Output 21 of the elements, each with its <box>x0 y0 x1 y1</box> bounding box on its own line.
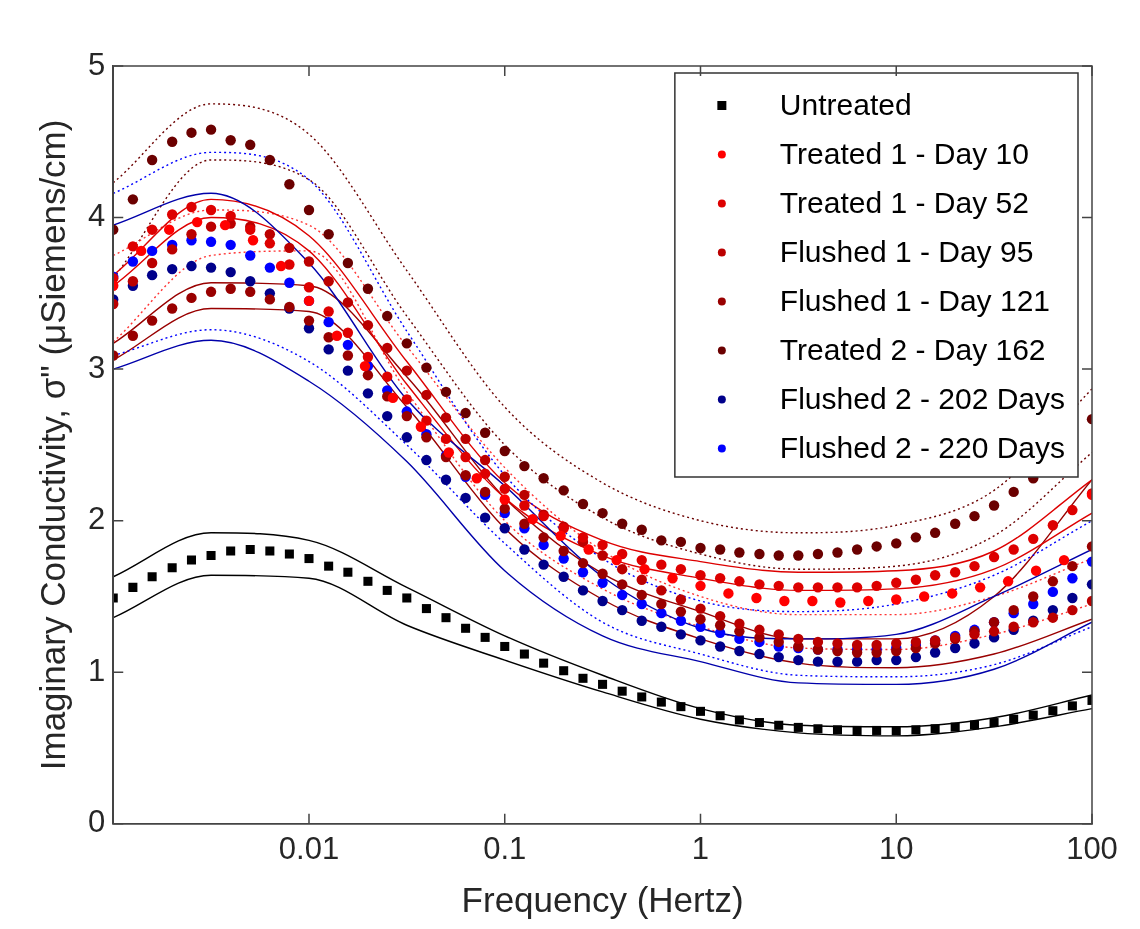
y-tick-label: 3 <box>87 349 106 385</box>
y-tick-label: 5 <box>87 46 106 82</box>
legend-label: Flushed 2 - 220 Days <box>779 430 1066 464</box>
x-tick-label: 100 <box>1066 830 1118 866</box>
legend-label: Treated 2 - Day 162 <box>779 332 1046 366</box>
legend-label: Treated 1 - Day 52 <box>779 185 1029 219</box>
legend-label: Flushed 1 - Day 121 <box>779 283 1051 317</box>
legend-label: Flushed 2 - 202 Days <box>779 381 1066 415</box>
y-tick-label: 1 <box>87 652 106 688</box>
x-tick-label: 0.1 <box>483 830 527 866</box>
x-tick-label: 1 <box>691 830 710 866</box>
legend-label: Untreated <box>779 87 912 121</box>
y-tick-label: 2 <box>87 501 106 537</box>
legend-label: Treated 1 - Day 10 <box>779 136 1029 170</box>
x-axis-title: Frequency (Hertz) <box>461 879 744 919</box>
x-tick-label: 10 <box>879 830 914 866</box>
x-tick-label: 0.01 <box>278 830 340 866</box>
y-axis-title: Imaginary Conductivity, σ" (μSiemens/cm) <box>32 119 72 771</box>
legend-label: Flushed 1 - Day 95 <box>779 234 1034 268</box>
y-tick-label: 0 <box>87 804 106 840</box>
y-tick-label: 4 <box>87 198 106 234</box>
